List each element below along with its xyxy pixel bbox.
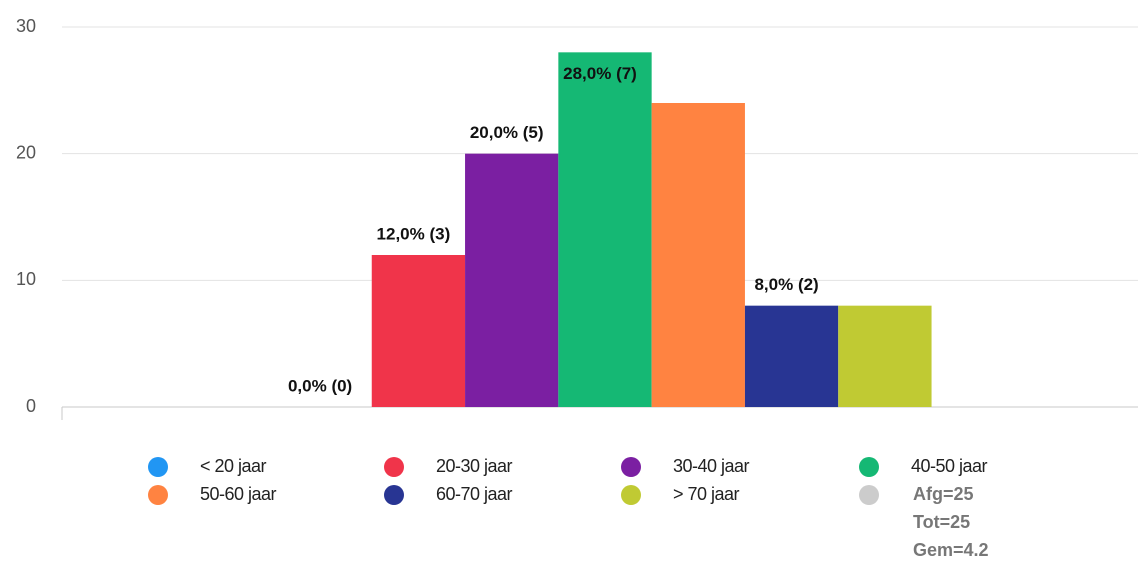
bar <box>651 103 745 407</box>
legend-label: 30-40 jaar <box>673 456 750 476</box>
legend-note: Tot=25 <box>913 512 970 532</box>
legend-swatch <box>859 457 879 477</box>
bar <box>744 305 839 407</box>
y-tick-label: 10 <box>16 269 36 289</box>
legend-label: 40-50 jaar <box>911 456 988 476</box>
legend-swatch <box>148 457 168 477</box>
legend-swatch <box>384 485 404 505</box>
value-label: 8,0% (2) <box>754 275 818 294</box>
legend-swatch <box>148 485 168 505</box>
legend-swatch <box>621 485 641 505</box>
legend-note: Gem=4.2 <box>913 540 989 560</box>
bar <box>838 305 932 407</box>
legend-note: Afg=25 <box>913 484 974 504</box>
bar <box>371 255 466 407</box>
value-label: 20,0% (5) <box>470 123 544 142</box>
value-label: 0,0% (0) <box>288 376 352 395</box>
bar <box>558 52 652 407</box>
y-tick-label: 20 <box>16 142 36 162</box>
legend-label: < 20 jaar <box>200 456 267 476</box>
legend-label: 20-30 jaar <box>436 456 513 476</box>
legend-label: 50-60 jaar <box>200 484 277 504</box>
value-label: 28,0% (7) <box>563 64 637 83</box>
legend-swatch <box>384 457 404 477</box>
bar <box>465 153 559 407</box>
y-tick-label: 0 <box>26 396 36 416</box>
value-label: 12,0% (3) <box>377 224 451 243</box>
legend-swatch <box>621 457 641 477</box>
legend-swatch <box>859 485 879 505</box>
legend-label: 60-70 jaar <box>436 484 513 504</box>
y-tick-label: 30 <box>16 16 36 36</box>
legend-label: > 70 jaar <box>673 484 740 504</box>
